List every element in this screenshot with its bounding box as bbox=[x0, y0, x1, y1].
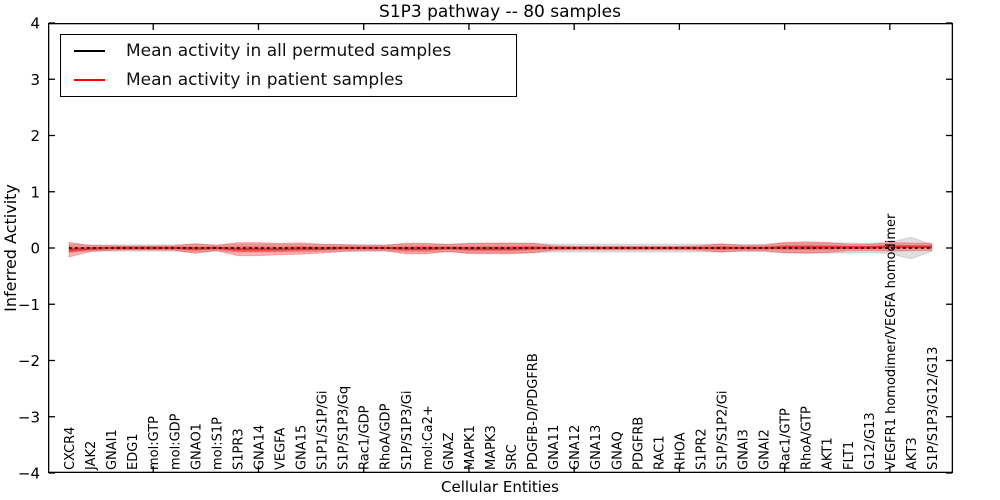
y-tick-label: −2 bbox=[18, 352, 40, 370]
x-category-label: CXCR4 bbox=[63, 427, 78, 470]
x-category-label: mol:Ca2+ bbox=[421, 405, 436, 470]
x-category-label: PDGFRB bbox=[631, 417, 646, 470]
x-category-label: GNA15 bbox=[295, 425, 310, 470]
x-category-label: S1P/S1P3/G12/G13 bbox=[926, 347, 941, 470]
legend-label-permuted: Mean activity in all permuted samples bbox=[126, 41, 452, 61]
x-category-label: GNAQ bbox=[610, 431, 625, 470]
x-category-label: G12/G13 bbox=[863, 412, 878, 470]
y-tick-label: −4 bbox=[18, 465, 40, 483]
x-category-label: GNAZ bbox=[442, 432, 457, 470]
y-tick-label: 3 bbox=[30, 71, 40, 89]
x-category-label: MAPK3 bbox=[484, 425, 499, 470]
x-category-label: EDG1 bbox=[126, 433, 141, 470]
x-category-label: mol:GDP bbox=[168, 413, 183, 470]
x-category-label: FLT1 bbox=[842, 441, 857, 470]
x-category-label: GNA12 bbox=[568, 425, 583, 470]
legend: Mean activity in all permuted samples Me… bbox=[60, 34, 517, 97]
x-category-label: S1P/S1P3/Gi bbox=[400, 391, 415, 470]
legend-item-permuted: Mean activity in all permuted samples bbox=[74, 40, 516, 62]
x-category-label: RHOA bbox=[673, 432, 688, 470]
x-category-label: GNAI3 bbox=[737, 429, 752, 470]
x-category-label: VEGFR1 homodimer/VEGFA homodimer bbox=[884, 213, 899, 470]
x-category-label: mol:S1P bbox=[210, 417, 225, 470]
x-category-label: GNAO1 bbox=[189, 423, 204, 470]
x-category-label: S1PR2 bbox=[694, 428, 709, 470]
y-axis-label: Inferred Activity bbox=[1, 184, 20, 312]
x-category-label: GNAI1 bbox=[105, 429, 120, 470]
x-category-label: S1P/S1P3/Gq bbox=[337, 386, 352, 470]
x-category-label: S1PR3 bbox=[231, 428, 246, 470]
x-category-label: GNA13 bbox=[589, 425, 604, 470]
y-tick-label: −1 bbox=[18, 296, 40, 314]
x-category-label: JAK2 bbox=[84, 441, 99, 471]
chart-title: S1P3 pathway -- 80 samples bbox=[379, 2, 621, 22]
line-patient-mean bbox=[68, 245, 932, 251]
x-category-label: SRC bbox=[505, 444, 520, 470]
x-category-label: RAC1 bbox=[652, 435, 667, 470]
x-category-label: S1P1/S1P/Gi bbox=[316, 391, 331, 470]
x-category-label: RhoA/GDP bbox=[379, 403, 394, 470]
x-category-label: Rac1/GTP bbox=[779, 408, 794, 470]
x-category-label: RhoA/GTP bbox=[800, 406, 815, 470]
x-category-label: S1P/S1P2/Gi bbox=[715, 391, 730, 470]
x-category-label: MAPK1 bbox=[463, 425, 478, 470]
x-category-label: VEGFA bbox=[274, 428, 289, 470]
legend-label-patient: Mean activity in patient samples bbox=[126, 70, 404, 90]
legend-item-patient: Mean activity in patient samples bbox=[74, 69, 516, 91]
y-tick-label: −3 bbox=[18, 408, 40, 426]
y-tick-label: 2 bbox=[30, 127, 40, 145]
x-category-label: GNA14 bbox=[252, 425, 267, 470]
y-tick-label: 1 bbox=[30, 183, 40, 201]
y-tick-label: 4 bbox=[30, 15, 40, 33]
x-category-label: GNA11 bbox=[547, 425, 562, 470]
legend-line-patient-icon bbox=[74, 79, 105, 81]
x-category-label: PDGFB-D/PDGFRB bbox=[526, 353, 541, 470]
x-axis-label: Cellular Entities bbox=[441, 478, 559, 496]
x-category-label: mol:GTP bbox=[147, 416, 162, 470]
x-category-label: AKT3 bbox=[905, 437, 920, 470]
y-tick-label: 0 bbox=[30, 240, 40, 258]
legend-line-permuted-icon bbox=[74, 50, 105, 52]
x-category-label: Rac1/GDP bbox=[358, 405, 373, 470]
x-category-label: AKT1 bbox=[821, 437, 836, 470]
x-category-label: GNAI2 bbox=[758, 429, 773, 470]
